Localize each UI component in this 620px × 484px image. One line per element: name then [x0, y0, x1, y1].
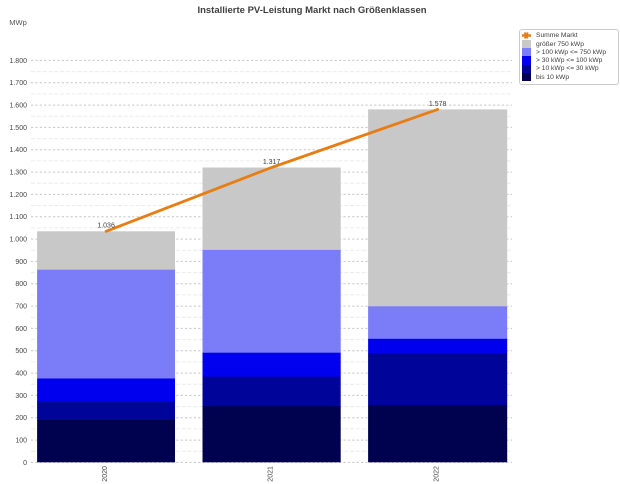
svg-text:500: 500 [15, 348, 27, 355]
svg-text:700: 700 [15, 303, 27, 310]
svg-text:1.500: 1.500 [9, 125, 27, 132]
svg-text:1.400: 1.400 [9, 147, 27, 154]
svg-text:MWp: MWp [9, 18, 27, 27]
svg-text:900: 900 [15, 259, 27, 266]
svg-text:800: 800 [15, 281, 27, 288]
svg-text:300: 300 [15, 393, 27, 400]
svg-text:600: 600 [15, 326, 27, 333]
svg-text:0: 0 [23, 460, 27, 467]
svg-text:1.578: 1.578 [429, 101, 447, 108]
svg-text:2021: 2021 [267, 466, 274, 482]
svg-text:1.000: 1.000 [9, 236, 27, 243]
svg-text:200: 200 [15, 415, 27, 422]
svg-text:1.700: 1.700 [9, 80, 27, 87]
svg-text:1.600: 1.600 [9, 102, 27, 109]
svg-text:1.200: 1.200 [9, 192, 27, 199]
svg-text:2020: 2020 [102, 466, 109, 482]
svg-text:1.317: 1.317 [263, 159, 281, 166]
svg-text:1.300: 1.300 [9, 169, 27, 176]
svg-text:400: 400 [15, 370, 27, 377]
svg-text:1.100: 1.100 [9, 214, 27, 221]
svg-text:100: 100 [15, 437, 27, 444]
svg-text:1.800: 1.800 [9, 58, 27, 65]
svg-text:1.036: 1.036 [97, 223, 115, 230]
svg-text:2022: 2022 [433, 466, 440, 482]
